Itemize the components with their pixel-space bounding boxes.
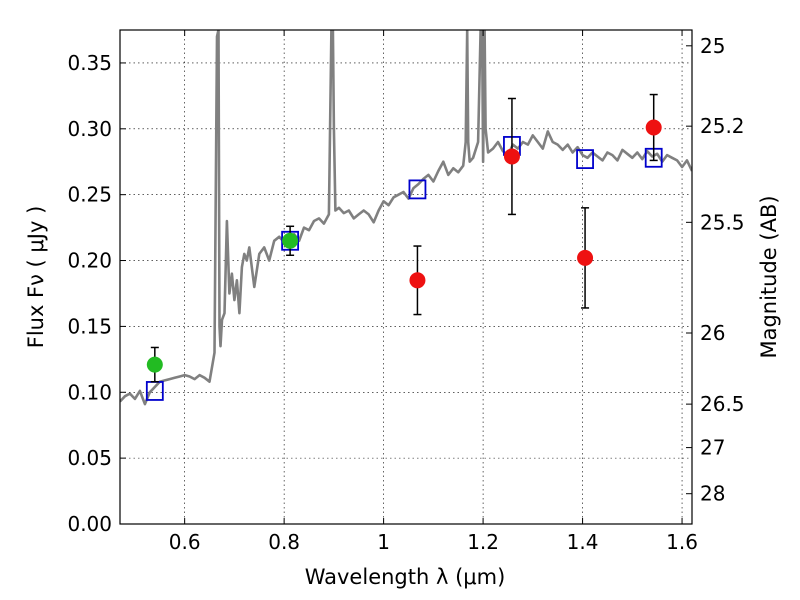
red-data-point: [503, 148, 520, 165]
right-axis-label: Magnitude (AB): [757, 195, 781, 358]
plot-frame: [119, 29, 693, 525]
axis-ticks: 0.6 0.8 1 1.2 1.4 1.6 0.00 0.05 0.10 0.15 0.20 0.25…: [67, 30, 745, 554]
right-tick-label: 26.5: [700, 392, 745, 416]
red-data-point: [645, 119, 662, 136]
right-tick-label: 26: [700, 321, 725, 345]
model-photometry-square: [408, 179, 427, 200]
right-tick-label: 28: [700, 482, 725, 506]
right-tick-label: 25.5: [700, 210, 745, 234]
x-tick-label: 0.8: [268, 530, 300, 554]
red-data-point: [577, 249, 594, 266]
right-tick-label: 27: [700, 436, 725, 460]
green-data-point: [146, 356, 163, 373]
y-tick-label: 0.35: [67, 51, 112, 75]
x-tick-label: 0.6: [169, 530, 201, 554]
y-tick-label: 0.05: [67, 446, 112, 470]
spectrum-line: [120, 30, 692, 406]
y-tick-label: 0.00: [67, 512, 112, 536]
green-data-point: [282, 232, 299, 249]
x-tick-label: 1.2: [467, 530, 499, 554]
y-tick-label: 0.25: [67, 183, 112, 207]
data-group: [120, 30, 692, 406]
right-tick-label: 25: [700, 34, 725, 58]
x-tick-label: 1: [377, 530, 390, 554]
x-tick-label: 1.4: [567, 530, 599, 554]
y-tick-label: 0.10: [67, 380, 112, 404]
y-axis-label: Flux Fν ( μJy ): [24, 206, 48, 349]
red-data-point: [409, 272, 426, 289]
right-tick-label: 25.2: [700, 114, 745, 138]
y-tick-label: 0.20: [67, 249, 112, 273]
y-tick-label: 0.15: [67, 314, 112, 338]
plot-area: [120, 30, 692, 406]
y-tick-label: 0.30: [67, 117, 112, 141]
model-photometry-square: [576, 149, 594, 169]
x-tick-label: 1.6: [666, 530, 698, 554]
x-axis-label: Wavelength λ (μm): [305, 565, 506, 589]
